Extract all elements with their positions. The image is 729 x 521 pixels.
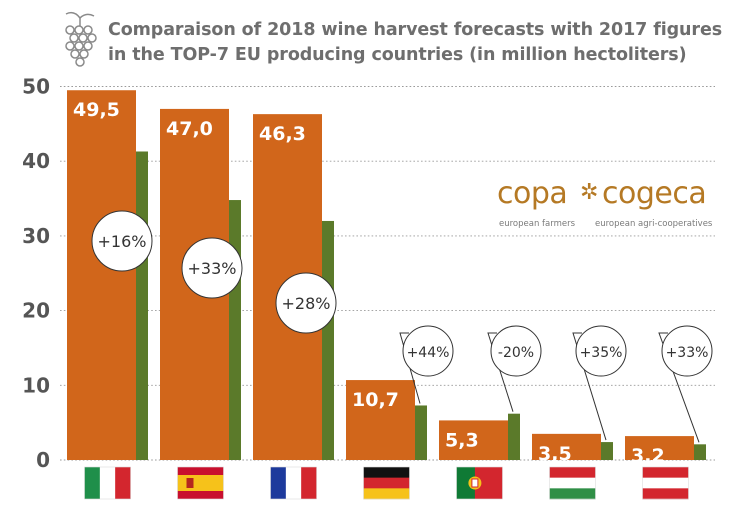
chart-title: Comparaison of 2018 wine harvest forecas… — [60, 8, 725, 70]
bar-value-label: 49,5 — [73, 99, 120, 121]
bar-2018 — [625, 436, 694, 460]
bar-value-label: 10,7 — [352, 389, 399, 411]
bar-value-label: 47,0 — [166, 118, 213, 140]
flag-border — [84, 466, 131, 500]
change-label: +33% — [188, 259, 237, 278]
flag-emblem — [471, 478, 479, 488]
y-tick-label: 20 — [22, 299, 50, 323]
flag-spain-icon — [177, 466, 224, 500]
leader-line — [572, 332, 607, 441]
change-label: +16% — [98, 232, 147, 251]
flag-portugal-icon — [456, 466, 503, 500]
flag-border — [270, 466, 317, 500]
flag-austria-icon — [642, 466, 689, 500]
flag-stripe — [363, 477, 410, 489]
bar-value-label: 3,2 — [631, 445, 665, 467]
bar-2017 — [508, 413, 520, 460]
star-icon: ✲ — [580, 180, 598, 205]
flag-stripe — [549, 488, 596, 500]
flag-stripe — [363, 467, 410, 478]
flag-border — [549, 466, 596, 500]
bar-2018 — [67, 90, 136, 461]
flag-stripe — [301, 467, 317, 499]
bar-value-label: 3,5 — [538, 443, 572, 465]
bar-2017 — [322, 220, 334, 460]
flag-germany-icon — [363, 466, 410, 500]
copa-cogeca-logo: copa ✲ cogeca european farmers european … — [497, 176, 712, 236]
change-label: +44% — [407, 345, 450, 361]
logo-subtitle-right: european agri-cooperatives — [595, 219, 713, 229]
y-tick-label: 30 — [22, 224, 50, 248]
change-callout-circle — [402, 325, 454, 377]
change-label: +28% — [282, 294, 331, 313]
bar-2018 — [532, 433, 601, 460]
flag-border — [177, 466, 224, 500]
change-label: +33% — [666, 345, 709, 361]
flag-stripe — [642, 488, 689, 500]
flag-stripe — [363, 488, 410, 500]
bar-2017 — [694, 444, 706, 460]
bar-value-label: 5,3 — [445, 429, 479, 451]
change-callout-circle — [275, 272, 337, 334]
leader-line — [487, 332, 514, 412]
y-tick-label: 0 — [36, 448, 50, 472]
logo-cogeca-text: cogeca — [602, 176, 707, 211]
flag-stripe — [549, 467, 596, 478]
change-label: +35% — [580, 345, 623, 361]
y-tick-label: 50 — [22, 75, 50, 99]
bar-2018 — [346, 380, 415, 460]
y-tick-label: 10 — [22, 373, 50, 397]
change-callouts: +16% +33% +28% +44% -20% +35% +33% — [91, 210, 713, 377]
flag-stripe — [642, 467, 689, 478]
flag-stripe — [99, 467, 116, 499]
flag-stripe — [549, 477, 596, 489]
flag-emblem — [186, 478, 194, 488]
flag-italy-icon — [84, 466, 131, 500]
flag-stripe — [285, 467, 302, 499]
bar-2017 — [601, 442, 613, 460]
flag-border — [456, 466, 503, 500]
y-axis-ticks: 0 10 20 30 40 50 — [22, 75, 50, 473]
flag-border — [642, 466, 689, 500]
title-line-1: Comparaison of 2018 wine harvest forecas… — [108, 20, 723, 40]
flag-stripe — [270, 467, 287, 499]
flag-hungary-icon — [549, 466, 596, 500]
country-flags — [84, 466, 689, 500]
bar-2017 — [136, 151, 148, 460]
change-callout-circle — [490, 325, 542, 377]
flag-stripe — [456, 467, 475, 499]
flag-stripe — [115, 467, 131, 499]
bars: 49,5 47,0 46,3 10,7 5,3 3,5 3,2 — [67, 90, 706, 467]
flag-france-icon — [270, 466, 317, 500]
logo-copa-text: copa — [497, 176, 568, 211]
change-callout-circle — [661, 325, 713, 377]
change-label: -20% — [498, 345, 534, 361]
flag-stripe — [177, 475, 224, 491]
leader-line — [399, 332, 421, 404]
leader-line — [658, 332, 700, 443]
flag-stripe — [642, 477, 689, 489]
logo-subtitle-left: european farmers — [499, 219, 576, 229]
y-tick-label: 40 — [22, 149, 50, 173]
bar-2018 — [439, 420, 508, 460]
title-line-2: in the TOP-7 EU producing countries (in … — [108, 45, 687, 65]
bar-2017 — [415, 405, 427, 460]
change-callout-circle — [181, 237, 243, 299]
change-callout-circle — [91, 210, 153, 272]
flag-stripe — [84, 467, 101, 499]
grape-icon — [65, 11, 97, 67]
bar-2017 — [229, 200, 241, 460]
change-leader-lines — [399, 332, 700, 443]
change-callout-circle — [575, 325, 627, 377]
bar-value-label: 46,3 — [259, 123, 306, 145]
flag-border — [363, 466, 410, 500]
